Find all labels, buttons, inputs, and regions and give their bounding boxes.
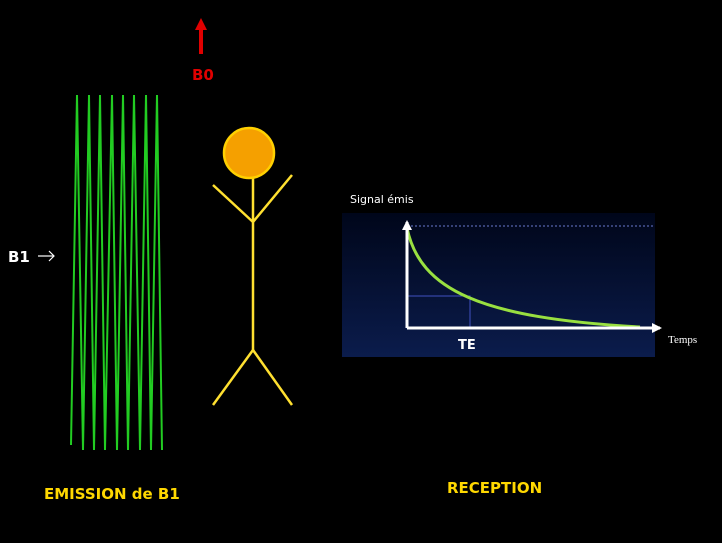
b1-wave	[70, 94, 163, 451]
b1-label: B1	[8, 248, 30, 266]
emission-label: EMISSION de B1	[44, 485, 180, 503]
te-label: TE	[458, 338, 476, 353]
b0-label: B0	[192, 66, 214, 84]
x-axis-label: Temps	[668, 334, 697, 346]
y-axis-label: Signal émis	[350, 193, 414, 206]
decay-curve	[405, 227, 641, 329]
person	[211, 126, 294, 406]
b1-arrow-head	[48, 250, 55, 262]
graph-panel	[342, 213, 655, 357]
reception-label: RECEPTION	[447, 479, 542, 497]
